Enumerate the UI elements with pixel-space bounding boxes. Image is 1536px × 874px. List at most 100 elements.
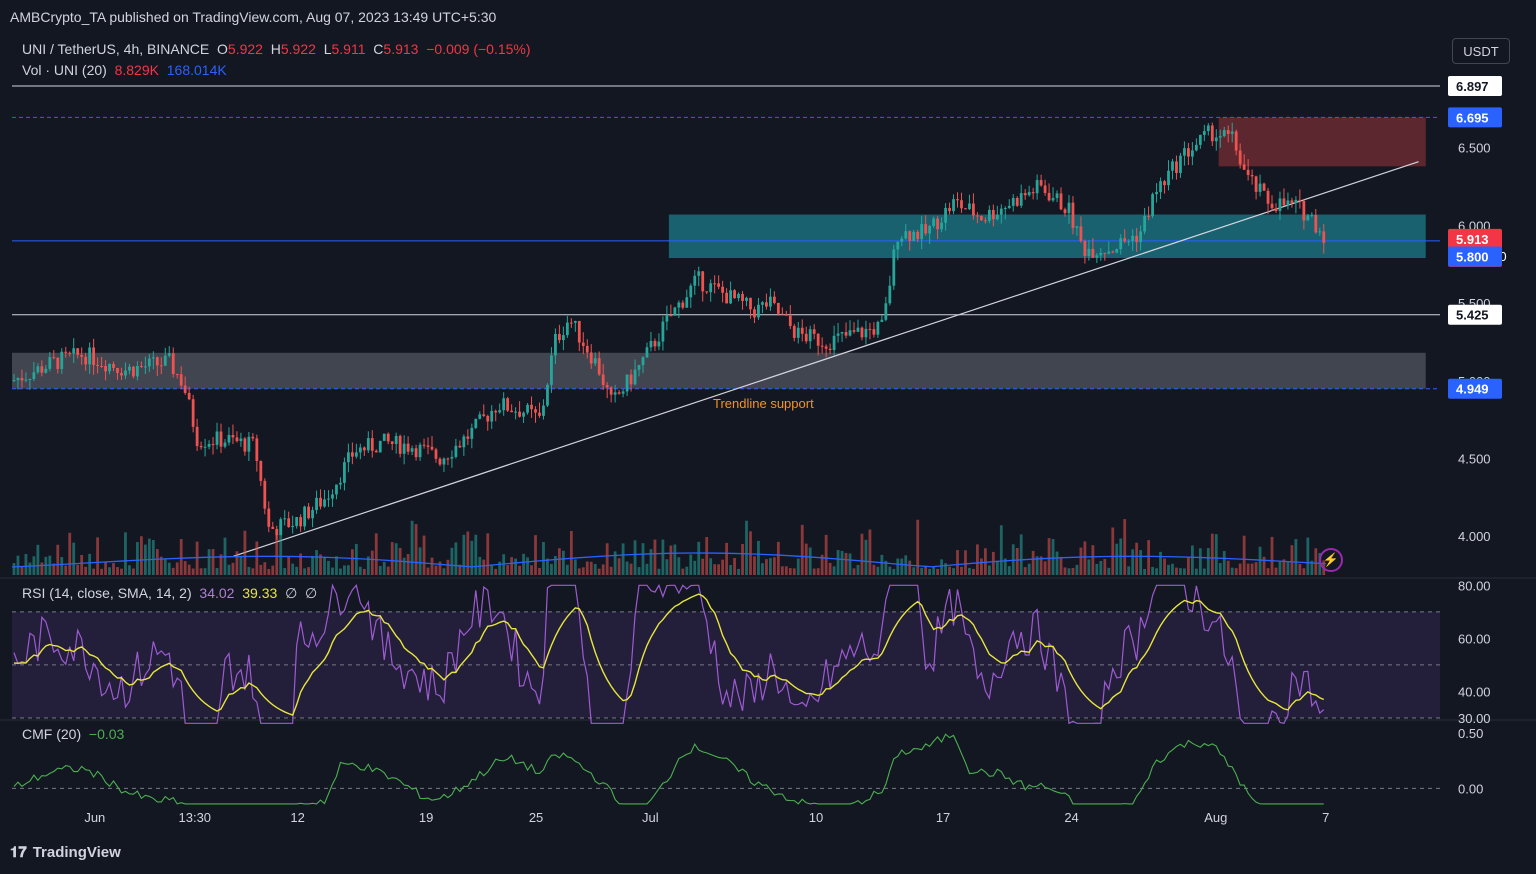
candle-body [753, 309, 756, 318]
candle-body [1302, 200, 1306, 221]
candle-body [530, 404, 533, 410]
candle-body [884, 303, 888, 320]
volume-bar [625, 561, 629, 575]
candle-body [585, 345, 589, 353]
candle-body [577, 321, 581, 343]
candle-body [780, 313, 784, 315]
volume-bar [844, 552, 848, 575]
volume-bar [1043, 561, 1047, 575]
candle-body [641, 357, 645, 366]
volume-bar [561, 550, 565, 575]
candle-body [892, 249, 896, 286]
volume-bar [120, 568, 123, 575]
candle-body [745, 297, 748, 301]
volume-bar [128, 565, 131, 575]
volume-bar [872, 564, 876, 575]
candle-body [581, 342, 585, 346]
candle-body [1075, 226, 1079, 228]
volume-bar [358, 566, 362, 575]
volume-bar [104, 562, 107, 575]
candle-body [331, 494, 334, 499]
rsi-value: 34.02 [199, 585, 235, 601]
volume-bar [565, 564, 569, 575]
volume-bar [956, 550, 959, 575]
currency-button[interactable]: USDT [1452, 38, 1510, 64]
candle-body [502, 398, 506, 411]
volume-bar [231, 562, 235, 575]
candle-body [701, 271, 705, 292]
tradingview-brand: TradingView [32, 844, 121, 861]
candle-body [836, 333, 840, 336]
volume-bar [263, 562, 267, 575]
volume-bar [1250, 563, 1254, 575]
volume-bar [1278, 561, 1282, 575]
volume-label[interactable]: Vol · UNI (20) [22, 62, 107, 78]
cmf-label[interactable]: CMF (20) [22, 726, 82, 742]
candle-body [1246, 169, 1250, 176]
volume-bar [96, 537, 99, 575]
candle-body [263, 480, 267, 509]
candle-body [378, 440, 382, 453]
volume-bar [1222, 551, 1226, 575]
candle-body [737, 293, 740, 299]
volume-bar [36, 544, 40, 575]
x-tick-label: Aug [1204, 810, 1227, 825]
candle-body [868, 328, 872, 330]
x-tick-label: 17 [936, 810, 950, 825]
volume-bar [673, 544, 677, 575]
volume-bar [20, 566, 24, 575]
candle-body [60, 351, 64, 369]
candle-body [1286, 200, 1290, 206]
candle-body [1270, 203, 1274, 209]
volume-bar [1214, 534, 1218, 575]
candle-body [339, 482, 342, 485]
candle-body [916, 231, 920, 240]
volume-bar [442, 568, 446, 575]
volume-bar [1238, 563, 1242, 575]
candle-body [1226, 130, 1230, 134]
candle-body [458, 445, 462, 448]
tradingview-logo[interactable]: 𝟏𝟕 TradingView [10, 844, 121, 861]
candle-body [944, 207, 947, 223]
lightning-icon[interactable]: ⚡ [1319, 548, 1343, 572]
volume-bar [438, 561, 442, 575]
candle-body [1079, 226, 1083, 241]
volume-bar [1266, 568, 1270, 575]
volume-bar [80, 554, 84, 575]
candle-body [406, 443, 410, 452]
volume-bar [645, 563, 649, 575]
volume-bar [1167, 564, 1170, 575]
candle-body [554, 334, 557, 356]
candle-body [434, 449, 438, 459]
symbol-name[interactable]: UNI / TetherUS, 4h, BINANCE [22, 41, 210, 57]
volume-bar [88, 553, 92, 575]
price-label: 5.913 [1456, 232, 1489, 247]
candle-body [991, 209, 995, 220]
price-label: 4.949 [1456, 382, 1489, 397]
volume-bar [689, 554, 693, 575]
candle-body [311, 510, 314, 519]
candle-body [1119, 238, 1123, 250]
volume-bar [729, 565, 732, 575]
candle-body [665, 315, 669, 322]
volume-bar [852, 568, 856, 575]
volume-bar [362, 568, 366, 575]
candle-body [179, 374, 183, 386]
volume-bar [147, 538, 151, 575]
volume-bar [1175, 567, 1178, 575]
volume-bar [932, 566, 936, 575]
volume-bar [669, 545, 673, 575]
volume-bar [239, 556, 243, 575]
candle-body [163, 355, 167, 366]
volume-bar [112, 563, 115, 575]
candle-body [593, 358, 597, 364]
candle-body [283, 518, 287, 520]
rsi-label[interactable]: RSI (14, close, SMA, 14, 2) [22, 585, 192, 601]
candle-body [96, 365, 99, 367]
candle-body [231, 435, 235, 438]
volume-bar [709, 558, 713, 575]
candle-body [92, 347, 96, 366]
candle-body [1254, 176, 1258, 192]
volume-bar [1059, 556, 1063, 575]
